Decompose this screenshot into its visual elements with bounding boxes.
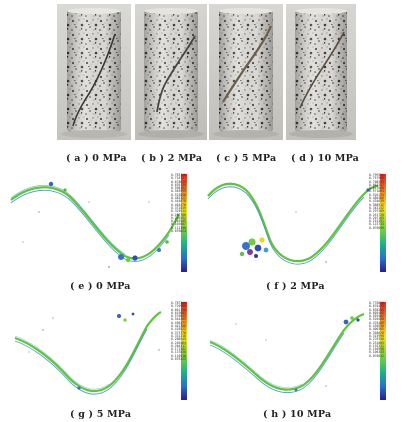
specimen-photo-d <box>286 4 356 140</box>
specimen-photo-b <box>135 4 207 140</box>
scan-panel-h: 0.776816 0.676423 0.638308 0.605405 0.559482… <box>206 300 398 402</box>
colorbar-ticks-f: 0.799321 0.757900 0.708399 0.663357 0.617600… <box>369 173 384 230</box>
caption-b: ( b ) 2 MPa <box>141 153 203 164</box>
scan-panel-g: 0.787260 0.720985 0.661198 0.619802 0.576833… <box>9 300 201 402</box>
colorbar-ticks-g: 0.787260 0.720985 0.661198 0.619802 0.576833… <box>171 301 186 362</box>
scan-panel-e: 0.763128 0.71871 0.678619 0.639139 0.598182 0… <box>9 172 201 274</box>
caption-g: ( g ) 5 MPa <box>70 409 132 420</box>
specimen-photo-a <box>57 4 131 140</box>
caption-e: ( e ) 0 MPa <box>70 281 131 292</box>
caption-a: ( a ) 0 MPa <box>66 153 127 164</box>
colorbar-g <box>181 302 187 400</box>
specimen-photo-c <box>209 4 283 140</box>
colorbar-ticks-e: 0.763128 0.71871 0.678619 0.639139 0.598182 0… <box>171 173 186 234</box>
colorbar-h <box>380 302 386 400</box>
caption-h: ( h ) 10 MPa <box>263 409 332 420</box>
caption-f: ( f ) 2 MPa <box>266 281 325 292</box>
colorbar-f <box>380 174 386 272</box>
caption-c: ( c ) 5 MPa <box>216 153 277 164</box>
caption-d: ( d ) 10 MPa <box>291 153 360 164</box>
colorbar-ticks-h: 0.776816 0.676423 0.638308 0.605405 0.559482… <box>369 301 384 358</box>
colorbar-e <box>181 174 187 272</box>
scan-panel-f: 0.799321 0.757900 0.708399 0.663357 0.617600… <box>206 172 398 274</box>
